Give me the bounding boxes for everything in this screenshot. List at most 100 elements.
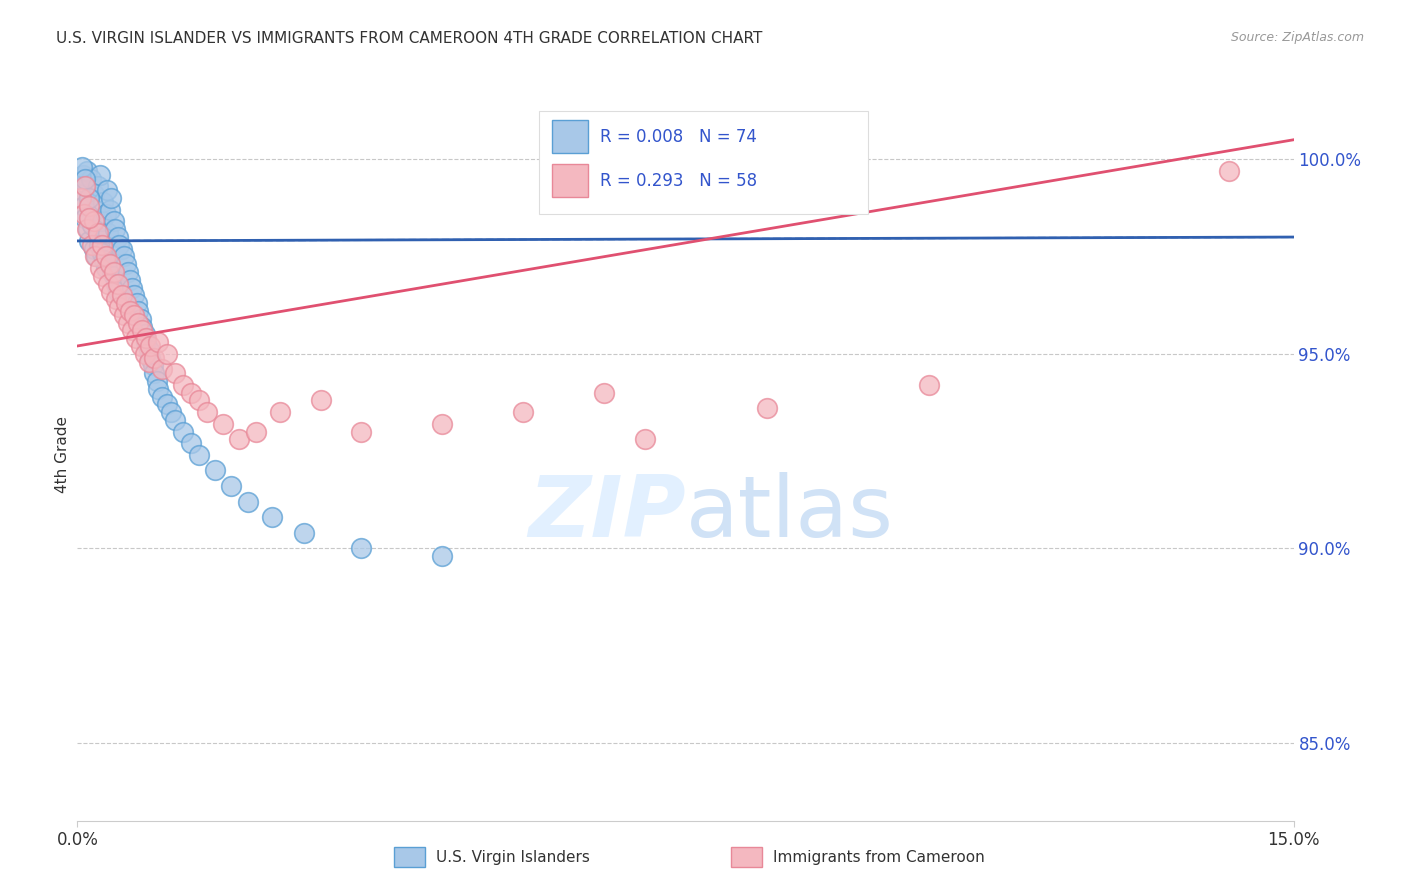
Point xyxy=(86,179,108,194)
Point xyxy=(91,194,114,209)
Point xyxy=(135,331,157,345)
Point xyxy=(155,397,177,411)
Point xyxy=(84,202,107,217)
Text: ZIP: ZIP xyxy=(527,472,686,555)
Point xyxy=(138,354,160,368)
Point xyxy=(117,265,139,279)
Point xyxy=(212,417,235,431)
Text: Source: ZipAtlas.com: Source: ZipAtlas.com xyxy=(1230,31,1364,45)
Point xyxy=(152,390,174,404)
Point xyxy=(918,377,941,392)
Point xyxy=(139,339,162,353)
Point xyxy=(89,261,111,276)
Point xyxy=(755,401,778,416)
Point xyxy=(593,385,616,400)
Point xyxy=(70,191,93,205)
Point xyxy=(76,222,98,236)
Point xyxy=(79,199,101,213)
Point xyxy=(101,265,124,279)
Point xyxy=(163,366,186,380)
Text: U.S. VIRGIN ISLANDER VS IMMIGRANTS FROM CAMEROON 4TH GRADE CORRELATION CHART: U.S. VIRGIN ISLANDER VS IMMIGRANTS FROM … xyxy=(56,31,762,46)
Point xyxy=(125,331,148,345)
Point xyxy=(103,265,125,279)
Point xyxy=(84,250,107,264)
Point xyxy=(129,311,152,326)
Point xyxy=(70,183,93,197)
Text: atlas: atlas xyxy=(686,472,893,555)
Point xyxy=(76,164,98,178)
Point xyxy=(73,199,96,213)
Point xyxy=(105,277,128,291)
Point xyxy=(118,304,141,318)
Point xyxy=(148,382,170,396)
Point xyxy=(159,405,181,419)
Point xyxy=(89,168,111,182)
Point xyxy=(97,277,120,291)
Point xyxy=(94,261,117,276)
Point xyxy=(83,242,105,256)
Point xyxy=(143,351,166,365)
Point xyxy=(108,237,131,252)
Point xyxy=(83,214,105,228)
Text: U.S. Virgin Islanders: U.S. Virgin Islanders xyxy=(436,850,589,864)
Text: Immigrants from Cameroon: Immigrants from Cameroon xyxy=(773,850,986,864)
Point xyxy=(115,257,138,271)
Point xyxy=(86,226,108,240)
Point xyxy=(98,202,121,217)
Point xyxy=(97,226,120,240)
Point xyxy=(100,191,122,205)
Point xyxy=(84,250,107,264)
Point xyxy=(180,385,202,400)
Point xyxy=(195,405,218,419)
Point xyxy=(103,268,125,283)
Point xyxy=(131,319,153,334)
Point xyxy=(245,425,267,439)
Point xyxy=(90,237,112,252)
Point xyxy=(134,327,156,342)
Point xyxy=(292,525,315,540)
Point xyxy=(115,296,138,310)
Point xyxy=(122,308,145,322)
Point xyxy=(163,413,186,427)
Point xyxy=(75,211,97,225)
Point xyxy=(127,304,149,318)
Point xyxy=(91,268,114,283)
Point xyxy=(107,277,129,291)
Point xyxy=(146,374,169,388)
Point xyxy=(94,250,117,264)
Point xyxy=(90,245,112,260)
Point xyxy=(127,316,149,330)
Point xyxy=(139,351,162,365)
Point xyxy=(125,296,148,310)
Point xyxy=(138,343,160,357)
Point xyxy=(111,242,134,256)
Point xyxy=(111,288,134,302)
Point xyxy=(107,285,129,299)
Point xyxy=(90,214,112,228)
Point xyxy=(432,417,454,431)
Point xyxy=(83,187,105,202)
Point xyxy=(112,250,135,264)
Point xyxy=(94,207,117,221)
Point xyxy=(76,222,98,236)
Point xyxy=(117,316,139,330)
Point xyxy=(89,237,111,252)
Point xyxy=(309,393,332,408)
Point xyxy=(134,347,156,361)
Point xyxy=(79,191,101,205)
Point xyxy=(80,237,103,252)
Point xyxy=(180,436,202,450)
Point xyxy=(75,176,97,190)
Point xyxy=(350,425,373,439)
FancyBboxPatch shape xyxy=(540,112,868,213)
Point xyxy=(122,288,145,302)
Point xyxy=(129,339,152,353)
Text: R = 0.008   N = 74: R = 0.008 N = 74 xyxy=(600,128,758,145)
Point xyxy=(143,366,166,380)
Point xyxy=(104,222,127,236)
Point xyxy=(70,160,93,174)
Text: R = 0.293   N = 58: R = 0.293 N = 58 xyxy=(600,171,758,190)
Point xyxy=(1218,164,1240,178)
Point xyxy=(148,335,170,350)
Point xyxy=(107,230,129,244)
